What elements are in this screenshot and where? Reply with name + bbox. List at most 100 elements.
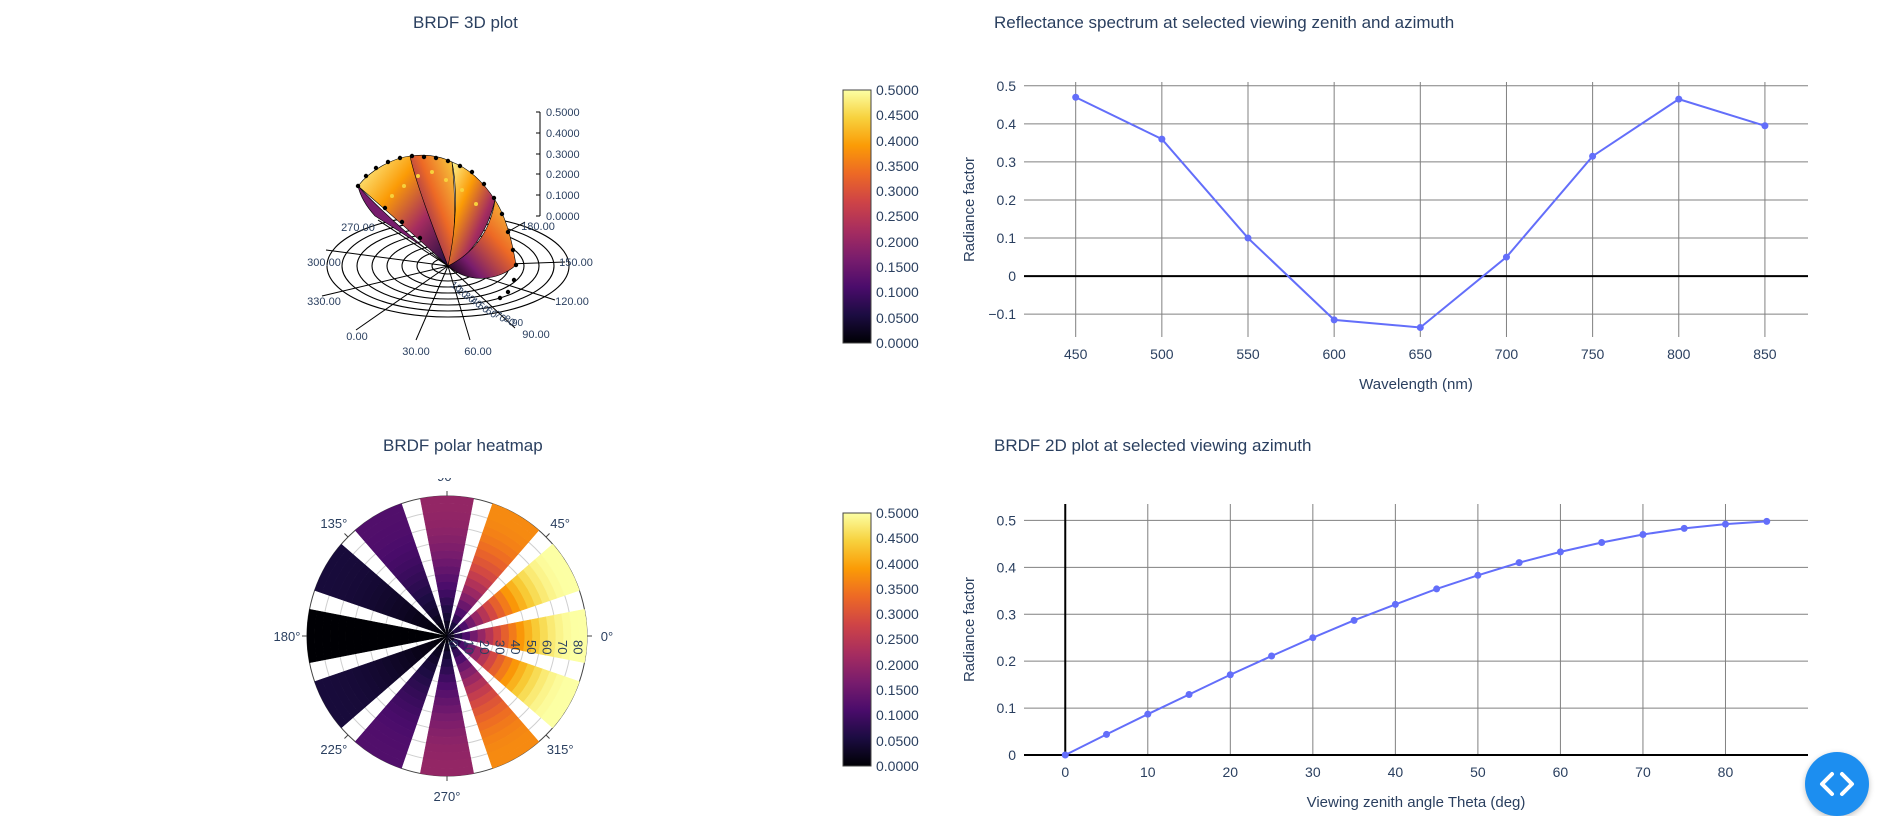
- radial-label: 20: [477, 640, 492, 654]
- heatmap-cell: [437, 673, 457, 683]
- heatmap-cell: [384, 623, 394, 649]
- angular-label: 135°: [320, 516, 347, 531]
- code-brackets-icon: [1820, 772, 1854, 796]
- heatmap-cell: [546, 543, 580, 594]
- data-point: [1330, 316, 1338, 324]
- heatmap-cell: [353, 617, 364, 655]
- y-tick-label: 0.1: [997, 700, 1017, 716]
- z-tick: 0.1000: [546, 190, 580, 202]
- y-tick-label: 0: [1008, 747, 1016, 763]
- heatmap-cell: [439, 596, 455, 606]
- heatmap-cell: [489, 503, 540, 537]
- brdf3d-azimuth-labels: 0.00 30.00 60.00 90.00 120.00 150.00 180…: [307, 221, 593, 355]
- brdf3d-z-tick-labels: 0.0000 0.1000 0.2000 0.3000 0.4000 0.500…: [546, 107, 580, 223]
- x-tick-label: 600: [1322, 346, 1346, 362]
- colorbar-tick: 0.1500: [876, 682, 919, 698]
- polar-heatmap[interactable]: 0° 45° 90° 135° 180° 225° 270° 315° 010203040506…: [260, 478, 620, 804]
- heatmap-cell: [419, 765, 475, 777]
- angular-tick: [545, 734, 550, 739]
- colorbar-tick: 0.4500: [876, 530, 919, 546]
- colorbar-tick: 0.1000: [876, 707, 919, 723]
- data-point: [1226, 671, 1234, 679]
- heatmap-cell: [392, 625, 402, 647]
- angular-label: 0°: [601, 629, 613, 644]
- colorbar-tick: 0.3500: [876, 581, 919, 597]
- azimuth-label: 150.00: [559, 257, 593, 269]
- brdf2d-chart[interactable]: 0 10 20 30 40 50 60 70 80 0 0.1 0.2 0.3 0.4 0.5 Viewing…: [960, 480, 1840, 816]
- y-tick-label: 0.4: [997, 559, 1017, 575]
- azimuth-label: 30.00: [402, 346, 430, 355]
- azimuth-label: 120.00: [555, 296, 589, 308]
- azimuth-label: 300.00: [307, 257, 341, 269]
- angular-tick: [344, 734, 349, 739]
- x-tick-label: 0: [1061, 764, 1069, 780]
- z-tick: 0.2000: [546, 169, 580, 181]
- colorbar-tick: 0.3000: [876, 183, 919, 199]
- spectrum-chart[interactable]: 450 500 550 600 650 700 750 800 850 −0.1 0 0.1 0.2 0.…: [960, 60, 1840, 410]
- brdf3d-plot[interactable]: 0.0000 0.1000 0.2000 0.3000 0.4000 0.500…: [270, 95, 630, 355]
- y-tick-label: 0.2: [997, 653, 1017, 669]
- data-point: [1350, 616, 1358, 624]
- data-point: [1761, 122, 1769, 130]
- heatmap-cell: [428, 719, 466, 730]
- y-tick-label: 0.3: [997, 154, 1017, 170]
- colorbar-tick: 0.5000: [876, 85, 919, 98]
- z-tick: 0.3000: [546, 149, 580, 161]
- colorbar-tick: 0.0500: [876, 733, 919, 749]
- z-tick: 0.0000: [546, 211, 580, 223]
- brdf3d-spokes: [321, 219, 566, 341]
- colorbar-polar: 0.0000 0.0500 0.1000 0.1500 0.2000 0.250…: [842, 508, 919, 774]
- brdf3d-title: BRDF 3D plot: [413, 13, 518, 32]
- azimuth-label: 330.00: [307, 296, 341, 308]
- heatmap-cell: [400, 626, 410, 646]
- heatmap-cell: [314, 543, 348, 594]
- data-point: [1268, 652, 1276, 660]
- x-tick-label: 10: [1140, 764, 1156, 780]
- x-tick-label: 700: [1495, 346, 1519, 362]
- heatmap-cell: [433, 696, 461, 707]
- z-tick: 0.4000: [546, 128, 580, 140]
- y-axis-label: Radiance factor: [961, 577, 978, 682]
- colorbar-polar-ticks: 0.0000 0.0500 0.1000 0.1500 0.2000 0.250…: [876, 508, 919, 774]
- azimuth-label: 60.00: [464, 346, 492, 355]
- data-point: [1416, 323, 1424, 331]
- colorbar-tick: 0.4500: [876, 107, 919, 123]
- heatmap-cell: [430, 550, 464, 560]
- colorbar-3d: 0.0000 0.0500 0.1000 0.1500 0.2000 0.250…: [842, 85, 919, 351]
- brdf3d-surface-yellow-dots: [390, 170, 478, 206]
- data-point: [1391, 600, 1399, 608]
- x-tick-label: 500: [1150, 346, 1174, 362]
- heatmap-cell: [436, 681, 458, 691]
- heatmap-cell: [440, 604, 454, 614]
- heatmap-cell: [439, 666, 455, 676]
- heatmap-cell: [369, 620, 379, 652]
- y-tick-label: 0: [1008, 268, 1016, 284]
- radial-label: 0: [446, 640, 461, 647]
- heatmap-cell: [437, 589, 457, 599]
- x-tick-label: 550: [1236, 346, 1260, 362]
- angular-label: 315°: [547, 742, 574, 757]
- z-tick: 0.5000: [546, 107, 580, 119]
- heatmap-cell: [431, 704, 463, 714]
- heatmap-cell: [415, 629, 425, 643]
- y-tick-label: 0.3: [997, 606, 1017, 622]
- azimuth-label: 180.00: [521, 221, 555, 233]
- data-point: [1103, 730, 1111, 738]
- heatmap-cell: [306, 608, 318, 664]
- data-point: [1515, 559, 1523, 567]
- colorbar-tick: 0.2500: [876, 631, 919, 647]
- heatmap-cell: [442, 612, 452, 622]
- data-point: [1072, 93, 1080, 101]
- x-axis-label: Viewing zenith angle Theta (deg): [1307, 794, 1526, 811]
- colorbar-3d-ticks: 0.0000 0.0500 0.1000 0.1500 0.2000 0.250…: [876, 85, 919, 351]
- colorbar-tick: 0.0500: [876, 310, 919, 326]
- heatmap-cell: [428, 542, 466, 553]
- radial-label: 70: [555, 640, 570, 654]
- code-toggle-button[interactable]: [1805, 752, 1869, 816]
- x-tick-label: 450: [1064, 346, 1088, 362]
- heatmap-cell: [407, 628, 417, 644]
- polar-title: BRDF polar heatmap: [383, 436, 543, 455]
- brdf3d-radial-labels: 10 20 30 40 50 60 70 80 90: [448, 279, 523, 329]
- colorbar-tick: 0.0000: [876, 335, 919, 351]
- angular-label: 225°: [320, 742, 347, 757]
